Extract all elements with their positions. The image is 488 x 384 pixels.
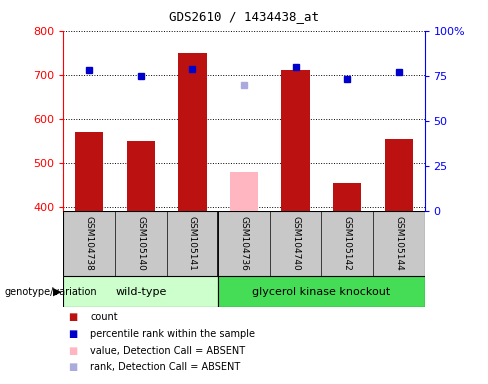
Text: value, Detection Call = ABSENT: value, Detection Call = ABSENT [90, 346, 245, 356]
Bar [127, 141, 155, 211]
Text: GSM104736: GSM104736 [240, 217, 248, 271]
Bar [218, 276, 425, 307]
Text: ■: ■ [68, 312, 78, 322]
Text: GSM105140: GSM105140 [136, 217, 145, 271]
Bar [333, 182, 362, 211]
Text: GSM105141: GSM105141 [188, 217, 197, 271]
Text: ▶: ▶ [53, 287, 61, 297]
Text: GSM105142: GSM105142 [343, 217, 352, 271]
Text: ■: ■ [68, 346, 78, 356]
Text: ■: ■ [68, 329, 78, 339]
Bar [230, 172, 258, 211]
Bar [385, 139, 413, 211]
Text: GSM105144: GSM105144 [394, 217, 403, 271]
Bar [178, 53, 206, 211]
Text: glycerol kinase knockout: glycerol kinase knockout [252, 287, 390, 297]
Text: percentile rank within the sample: percentile rank within the sample [90, 329, 255, 339]
Text: count: count [90, 312, 118, 322]
Bar [63, 276, 218, 307]
Text: wild-type: wild-type [115, 287, 166, 297]
Text: GDS2610 / 1434438_at: GDS2610 / 1434438_at [169, 10, 319, 23]
Bar [282, 70, 310, 211]
Text: GSM104738: GSM104738 [85, 217, 94, 271]
Text: ■: ■ [68, 362, 78, 372]
Text: GSM104740: GSM104740 [291, 217, 300, 271]
Bar [75, 132, 103, 211]
Text: genotype/variation: genotype/variation [5, 287, 98, 297]
Text: rank, Detection Call = ABSENT: rank, Detection Call = ABSENT [90, 362, 241, 372]
